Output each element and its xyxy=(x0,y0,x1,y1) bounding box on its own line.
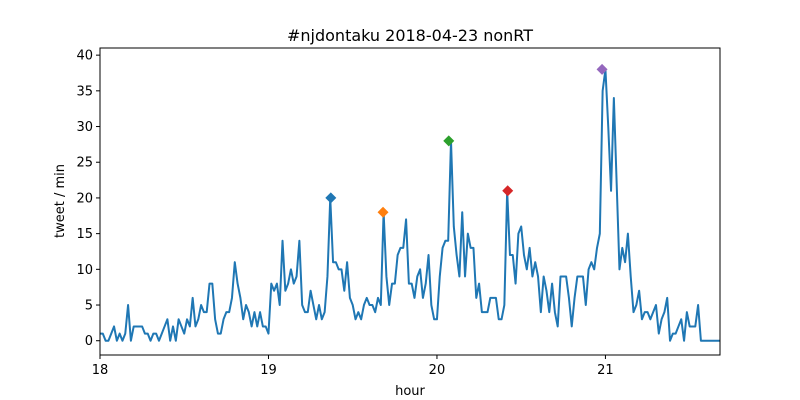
y-tick-label: 5 xyxy=(85,299,93,314)
x-tick-label: 21 xyxy=(597,363,614,378)
x-tick-label: 18 xyxy=(92,363,109,378)
y-tick-label: 30 xyxy=(76,120,93,135)
y-tick-label: 25 xyxy=(76,156,93,171)
y-axis: 0 5 10 15 20 25 30 35 40 xyxy=(76,49,100,349)
tweet-rate-line xyxy=(100,68,720,342)
y-tick-label: 0 xyxy=(85,334,93,349)
x-axis-label: hour xyxy=(395,384,425,399)
peak-markers xyxy=(325,63,608,218)
peak-marker-4 xyxy=(502,185,514,197)
x-tick-label: 20 xyxy=(429,363,446,378)
peak-marker-3 xyxy=(443,135,455,147)
y-tick-label: 35 xyxy=(76,84,93,99)
peak-marker-5 xyxy=(596,63,608,75)
peak-marker-2 xyxy=(377,206,389,218)
plot-frame xyxy=(99,47,721,356)
peak-marker-1 xyxy=(325,192,337,204)
x-axis: 18 19 20 21 xyxy=(92,355,614,378)
plot-area xyxy=(99,47,721,356)
y-tick-label: 40 xyxy=(76,49,93,64)
chart-title: #njdontaku 2018-04-23 nonRT xyxy=(287,26,533,45)
x-tick-label: 19 xyxy=(260,363,277,378)
y-tick-label: 10 xyxy=(76,263,93,278)
y-axis-label: tweet / min xyxy=(53,164,68,238)
y-tick-label: 20 xyxy=(76,191,93,206)
y-tick-label: 15 xyxy=(76,227,93,242)
